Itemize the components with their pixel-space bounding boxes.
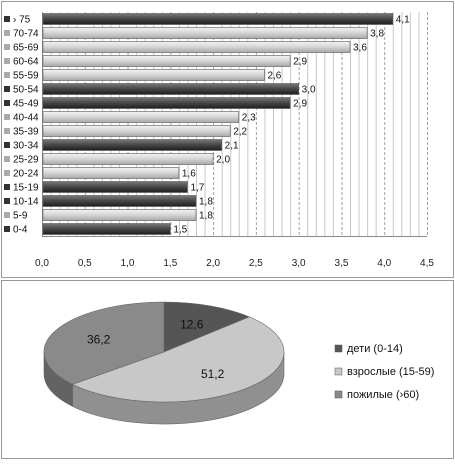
legend-label: дети (0-14) (347, 343, 403, 355)
data-label: 3,6 (353, 43, 367, 54)
bar (42, 223, 171, 235)
data-label: 1,7 (190, 183, 204, 194)
category-swatch (4, 128, 10, 134)
data-label: 2,1 (225, 141, 239, 152)
bar (42, 97, 291, 109)
pie-data-label: 36,2 (87, 332, 111, 346)
legend-label: взрослые (15-59) (347, 366, 434, 378)
pie-chart: 12,6 51,2 36,2 дети (0-14) взрослые (15-59) п… (43, 301, 434, 425)
category-swatch (4, 198, 10, 204)
data-label: 2,6 (267, 71, 281, 82)
legend-swatch (334, 390, 343, 399)
bar (42, 195, 197, 207)
data-label: 2,2 (233, 127, 247, 138)
data-label: 1,6 (182, 169, 196, 180)
data-label: 4,1 (396, 15, 410, 26)
category-swatch (4, 30, 10, 36)
pie-data-label: 51,2 (201, 367, 225, 381)
pie-slice (43, 301, 165, 385)
category-label: 15-19 (13, 183, 39, 194)
category-swatch (4, 170, 10, 176)
category-swatch (4, 156, 10, 162)
data-label: 2,3 (242, 113, 256, 124)
category-swatch (4, 100, 10, 106)
category-label: 30-34 (13, 141, 39, 152)
bar (42, 111, 240, 123)
category-label: 35-39 (13, 127, 39, 138)
pie-slice (163, 301, 251, 353)
category-swatch (4, 226, 10, 232)
category-swatch (4, 86, 10, 92)
bar (42, 27, 368, 39)
bar (42, 167, 180, 179)
category-swatch (4, 58, 10, 64)
x-tick-label: 0,5 (78, 258, 92, 269)
data-label: 3,8 (370, 29, 384, 40)
data-label: 1,8 (199, 197, 213, 208)
category-swatch (4, 114, 10, 120)
data-label: 3,0 (302, 85, 316, 96)
bar (42, 139, 222, 151)
x-tick-label: 3,5 (334, 258, 348, 269)
category-swatch (4, 44, 10, 50)
category-label: 55-59 (13, 71, 39, 82)
pie-slice (71, 316, 285, 403)
category-swatch (4, 212, 10, 218)
x-tick-label: 1,0 (121, 258, 135, 269)
bar (42, 55, 291, 67)
data-label: 1,5 (173, 225, 187, 236)
category-label: 60-64 (13, 57, 39, 68)
legend-label: пожилые (›60) (347, 389, 419, 401)
category-swatch (4, 72, 10, 78)
bar (42, 209, 197, 221)
bar (42, 153, 214, 165)
category-swatch (4, 142, 10, 148)
x-tick-label: 3,0 (292, 258, 306, 269)
x-tick-label: 4,0 (377, 258, 391, 269)
category-label: 0-4 (13, 225, 28, 236)
category-label: 45-49 (13, 99, 39, 110)
bar (42, 41, 351, 53)
data-label: 2,0 (216, 155, 230, 166)
x-tick-label: 4,5 (420, 258, 434, 269)
x-tick-label: 2,0 (206, 258, 220, 269)
category-label: 20-24 (13, 169, 39, 180)
category-label: 50-54 (13, 85, 39, 96)
legend-swatch (334, 344, 343, 353)
category-label: 40-44 (13, 113, 39, 124)
category-label: 70-74 (13, 29, 39, 40)
x-tick-label: 0,0 (35, 258, 49, 269)
data-label: 2,9 (293, 57, 307, 68)
category-swatch (4, 16, 10, 22)
category-swatch (4, 184, 10, 190)
bar (42, 181, 188, 193)
bar-chart: 0,0 0,5 1,0 1,5 2,0 2,5 3,0 3,5 4,0 4,5 0-4 1,5 5-9 1… (4, 12, 434, 269)
bar (42, 125, 231, 137)
bar (42, 13, 394, 25)
data-label: 2,9 (293, 99, 307, 110)
x-tick-label: 1,5 (163, 258, 177, 269)
category-label: 25-29 (13, 155, 39, 166)
bar (42, 83, 299, 95)
x-tick-label: 2,5 (249, 258, 263, 269)
category-label: 10-14 (13, 197, 39, 208)
category-label: › 75 (13, 15, 31, 26)
bar (42, 69, 265, 81)
category-label: 65-69 (13, 43, 39, 54)
category-label: 5-9 (13, 211, 28, 222)
pie-data-label: 12,6 (180, 317, 204, 331)
data-label: 1,8 (199, 211, 213, 222)
legend-swatch (334, 367, 343, 376)
